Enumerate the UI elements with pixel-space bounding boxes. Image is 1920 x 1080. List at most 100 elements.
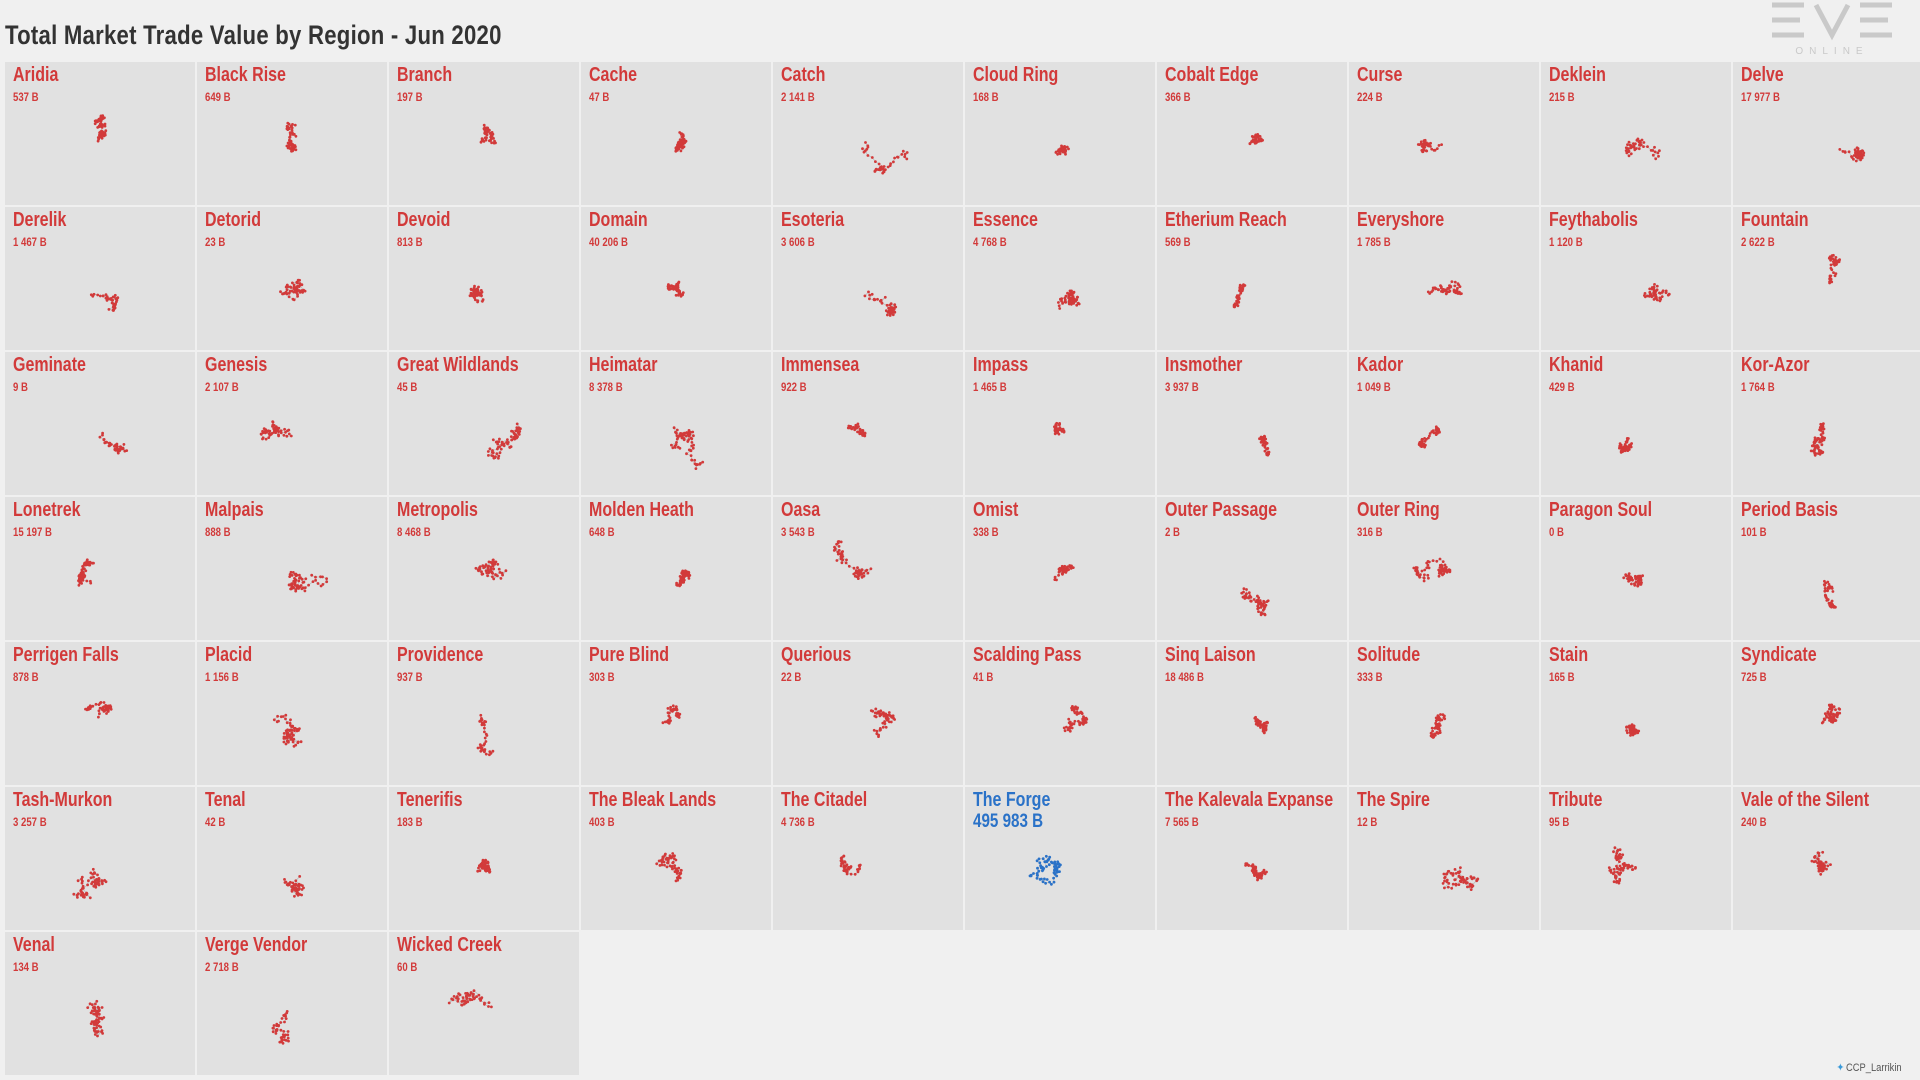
region-systems — [476, 713, 495, 757]
region-name: Tenal — [205, 789, 246, 811]
region-name: Oasa — [781, 499, 821, 521]
region-starmap — [1607, 846, 1637, 885]
region-name: Insmother — [1165, 354, 1243, 376]
region-systems — [1618, 437, 1633, 454]
region-value: 2 718 B — [205, 960, 239, 974]
region-systems — [869, 707, 896, 738]
region-systems — [98, 431, 129, 455]
region-cell-insmother: Insmother 3 937 B — [1157, 352, 1347, 495]
region-name: Tash-Murkon — [13, 789, 113, 811]
region-starmap — [77, 558, 95, 587]
region-starmap — [1838, 146, 1866, 163]
region-cell-everyshore: Everyshore 1 785 B — [1349, 207, 1539, 350]
region-cell-period-basis: Period Basis 101 B — [1733, 497, 1920, 640]
region-starmap — [1618, 437, 1633, 454]
region-cell-curse: Curse 224 B — [1349, 62, 1539, 205]
region-systems — [1838, 146, 1866, 163]
region-value: 12 B — [1357, 815, 1378, 829]
region-cell-heimatar: Heimatar 8 378 B — [581, 352, 771, 495]
region-starmap — [1429, 713, 1447, 739]
region-cell-black-rise: Black Rise 649 B — [197, 62, 387, 205]
region-value: 3 937 B — [1165, 380, 1199, 394]
region-cell-paragon-soul: Paragon Soul 0 B — [1541, 497, 1731, 640]
region-systems — [72, 867, 108, 900]
region-value: 725 B — [1741, 670, 1767, 684]
region-name: Providence — [397, 644, 484, 666]
region-cell-lonetrek: Lonetrek 15 197 B — [5, 497, 195, 640]
region-value: 648 B — [589, 525, 615, 539]
region-value: 7 565 B — [1165, 815, 1199, 829]
region-cell-outer-ring: Outer Ring 316 B — [1349, 497, 1539, 640]
region-starmap — [283, 875, 305, 898]
region-value: 1 049 B — [1357, 380, 1391, 394]
region-starmap — [89, 292, 120, 312]
region-starmap — [271, 1010, 290, 1045]
region-value: 569 B — [1165, 235, 1191, 249]
region-systems — [1248, 133, 1264, 146]
region-starmap — [1232, 283, 1247, 309]
region-value: 0 B — [1549, 525, 1564, 539]
region-starmap — [1809, 422, 1826, 457]
region-starmap — [285, 121, 298, 153]
region-value: 101 B — [1741, 525, 1767, 539]
region-cell-tribute: Tribute 95 B — [1541, 787, 1731, 930]
svg-text:ONLINE: ONLINE — [1795, 46, 1868, 57]
region-name: Branch — [397, 64, 453, 86]
region-value: 922 B — [781, 380, 807, 394]
region-cell-immensea: Immensea 922 B — [773, 352, 963, 495]
region-cell-detorid: Detorid 23 B — [197, 207, 387, 350]
region-systems — [670, 426, 705, 470]
region-cell-cloud-ring: Cloud Ring 168 B — [965, 62, 1155, 205]
region-cell-vale-of-the-silent: Vale of the Silent 240 B — [1733, 787, 1920, 930]
region-systems — [283, 875, 305, 898]
region-name: Esoteria — [781, 209, 845, 231]
region-starmap — [1827, 253, 1841, 285]
region-systems — [655, 852, 683, 883]
region-value: 9 B — [13, 380, 28, 394]
region-cell-esoteria: Esoteria 3 606 B — [773, 207, 963, 350]
region-cell-domain: Domain 40 206 B — [581, 207, 771, 350]
region-starmap — [1248, 133, 1264, 146]
region-value: 649 B — [205, 90, 231, 104]
region-cell-the-forge: The Forge 495 983 B — [965, 787, 1155, 930]
region-starmap — [861, 141, 909, 175]
region-value: 42 B — [205, 815, 226, 829]
region-starmap — [1053, 564, 1075, 582]
region-name: The Citadel — [781, 789, 868, 811]
region-value: 240 B — [1741, 815, 1767, 829]
region-starmap — [476, 713, 495, 757]
region-name: Outer Ring — [1357, 499, 1440, 521]
region-systems — [93, 114, 108, 143]
region-systems — [661, 704, 682, 725]
region-cell-cobalt-edge: Cobalt Edge 366 B — [1157, 62, 1347, 205]
region-value: 60 B — [397, 960, 418, 974]
region-name: Heimatar — [589, 354, 658, 376]
region-value: 2 141 B — [781, 90, 815, 104]
region-value: 429 B — [1549, 380, 1575, 394]
region-systems — [1416, 138, 1443, 154]
region-starmap — [675, 569, 692, 588]
region-name: Tribute — [1549, 789, 1603, 811]
region-cell-etherium-reach: Etherium Reach 569 B — [1157, 207, 1347, 350]
region-value: 47 B — [589, 90, 610, 104]
region-cell-perrigen-falls: Perrigen Falls 878 B — [5, 642, 195, 785]
region-value: 4 768 B — [973, 235, 1007, 249]
region-name: Derelik — [13, 209, 67, 231]
region-name: Essence — [973, 209, 1038, 231]
region-systems — [259, 420, 293, 441]
region-systems — [861, 141, 909, 175]
region-systems — [675, 569, 692, 588]
region-name: Geminate — [13, 354, 86, 376]
region-systems — [86, 999, 106, 1038]
region-systems — [479, 123, 497, 145]
region-systems — [1417, 425, 1441, 449]
region-starmap — [674, 131, 688, 153]
region-cell-stain: Stain 165 B — [1541, 642, 1731, 785]
region-cell-malpais: Malpais 888 B — [197, 497, 387, 640]
credit-handle: CCP_Larrikin — [1846, 1062, 1902, 1074]
region-name: Stain — [1549, 644, 1589, 666]
region-cell-molden-heath: Molden Heath 648 B — [581, 497, 771, 640]
region-systems — [1607, 846, 1637, 885]
region-cell-khanid: Khanid 429 B — [1541, 352, 1731, 495]
region-starmap — [98, 431, 129, 455]
